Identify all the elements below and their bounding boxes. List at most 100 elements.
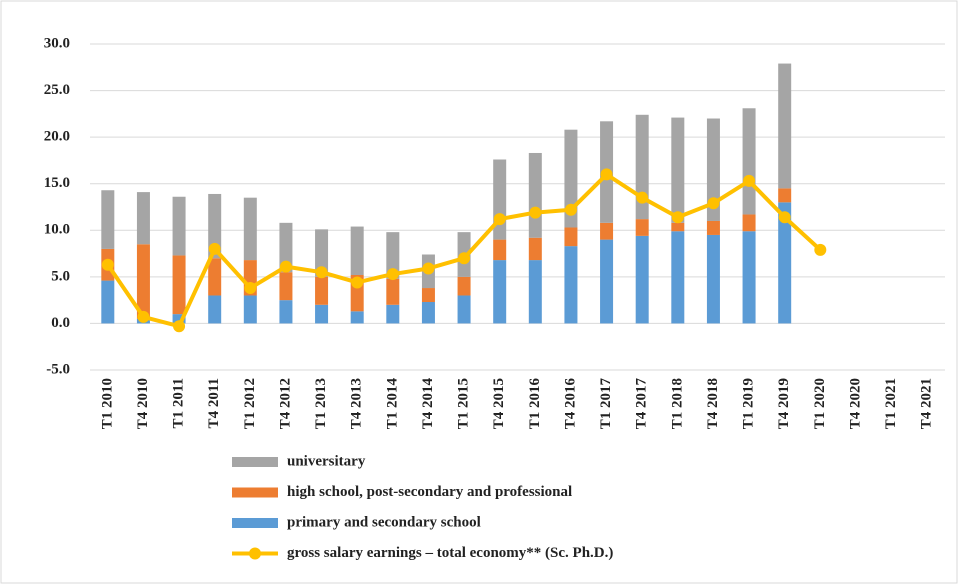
bar-segment [706, 234, 720, 324]
line-marker [101, 258, 114, 271]
x-tick-label: T1 2018 [669, 378, 685, 429]
bar-segment [208, 258, 222, 296]
legend-label: gross salary earnings – total economy** … [287, 545, 613, 561]
x-tick-label: T1 2017 [598, 378, 614, 430]
bar-segment [315, 276, 329, 305]
y-tick-label: 15.0 [44, 175, 70, 191]
bar-segment [635, 235, 649, 324]
bar-segment [671, 231, 685, 324]
line-marker [137, 310, 150, 323]
bar-segment [421, 302, 435, 324]
bar-segment [528, 237, 542, 261]
legend-swatch [232, 487, 278, 498]
bar-segment [742, 108, 756, 215]
line-marker [707, 197, 720, 210]
legend-marker [249, 547, 261, 560]
bar-segment [493, 260, 507, 324]
line-marker [564, 203, 577, 216]
bar-segment [350, 311, 364, 324]
x-tick-label: T1 2012 [242, 378, 258, 429]
bar-segment [706, 220, 720, 235]
x-tick-label: T4 2012 [277, 378, 293, 429]
x-tick-label: T4 2017 [634, 378, 650, 430]
bar-segment [315, 229, 329, 277]
line-marker [493, 213, 506, 226]
line-marker [279, 260, 292, 273]
bar-segment [457, 276, 471, 296]
x-tick-label: T1 2015 [456, 378, 472, 429]
x-tick-label: T4 2014 [420, 378, 436, 430]
y-tick-label: -5.0 [46, 361, 70, 377]
legend-swatch [232, 457, 278, 467]
legend-swatch [232, 518, 278, 528]
bar-segment [635, 219, 649, 236]
x-tick-label: T1 2014 [384, 378, 400, 430]
y-tick-label: 10.0 [44, 222, 70, 238]
legend-label: universitary [287, 453, 366, 469]
x-tick-label: T4 2015 [491, 378, 507, 429]
bar-segment [564, 227, 578, 247]
bar-segment [386, 232, 400, 279]
x-tick-label: T4 2016 [562, 378, 578, 430]
bar-segment [279, 300, 293, 324]
bar-segment [493, 239, 507, 261]
line-marker [671, 211, 684, 224]
bar-segment [101, 190, 115, 249]
y-tick-label: 5.0 [51, 268, 70, 284]
line-marker [529, 206, 542, 219]
y-tick-label: 20.0 [44, 129, 70, 145]
x-tick-label: T4 2020 [847, 378, 863, 429]
bar-segment [386, 278, 400, 305]
bar-segment [208, 295, 222, 324]
bar-segment [778, 188, 792, 203]
bar-segment [564, 129, 578, 228]
line-marker [173, 320, 186, 333]
bar-segment [386, 304, 400, 324]
line-marker [636, 191, 649, 204]
legend-label: high school, post-secondary and professi… [287, 484, 572, 500]
bar-segment [528, 152, 542, 238]
line-marker [458, 252, 471, 265]
x-tick-label: T4 2021 [919, 378, 935, 429]
bar-segment [671, 117, 685, 223]
bar-segment [208, 193, 222, 259]
x-tick-label: T4 2013 [349, 378, 365, 429]
bar-segment [778, 202, 792, 324]
bar-segment [493, 159, 507, 240]
bar-segment [243, 295, 257, 324]
x-tick-label: T1 2016 [527, 378, 543, 430]
y-tick-label: 25.0 [44, 82, 70, 98]
bar-segment [421, 288, 435, 303]
bar-segment [350, 226, 364, 275]
bar-segment [279, 222, 293, 273]
bar-segment [172, 314, 186, 324]
line-marker [386, 268, 399, 281]
line-marker [351, 276, 364, 289]
line-marker [315, 266, 328, 279]
line-marker [778, 211, 791, 224]
y-tick-label: 0.0 [51, 315, 70, 331]
x-tick-label: T1 2011 [171, 378, 187, 428]
line-marker [208, 242, 221, 255]
x-tick-label: T1 2013 [313, 378, 329, 429]
bar-segment [742, 231, 756, 324]
line-marker [244, 282, 257, 295]
line-marker [600, 168, 613, 181]
x-tick-label: T4 2011 [206, 378, 222, 428]
bar-segment [600, 239, 614, 324]
bar-segment [457, 295, 471, 324]
bar-segment [136, 244, 150, 319]
bar-segment [564, 246, 578, 324]
line-marker [814, 243, 827, 256]
bar-segment [671, 222, 685, 232]
x-tick-label: T1 2010 [99, 378, 115, 429]
bar-segment [101, 280, 115, 324]
line-marker [422, 262, 435, 275]
bar-segment [172, 196, 186, 256]
bar-segment [136, 192, 150, 245]
bar-segment [778, 63, 792, 189]
x-tick-label: T4 2010 [135, 378, 151, 429]
bar-segment [243, 197, 257, 261]
